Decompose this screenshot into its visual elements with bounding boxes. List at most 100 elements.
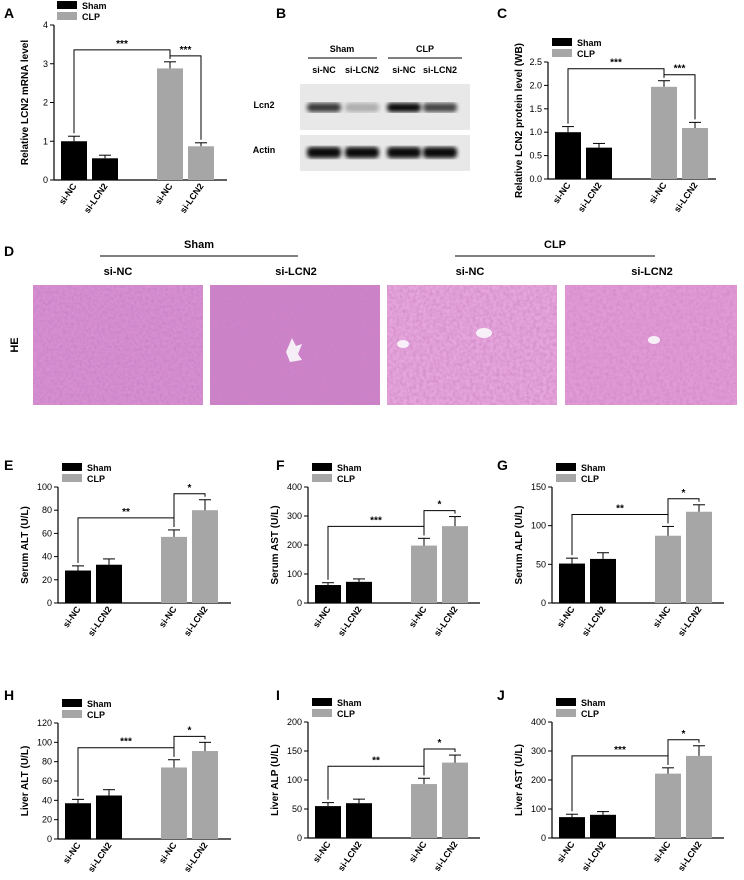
bar (192, 510, 218, 603)
y-tick-label: 0 (297, 598, 302, 608)
y-axis-label: Serum ALT (U/L) (20, 506, 31, 584)
significance-bracket (327, 765, 425, 800)
x-tick-label: si-NC (157, 604, 179, 629)
bar (61, 141, 87, 180)
blot-band (423, 147, 457, 158)
significance-label: *** (610, 58, 622, 69)
y-tick-label: 50 (292, 804, 302, 814)
y-tick-label: 0 (541, 833, 546, 843)
y-tick-label: 0 (47, 598, 52, 608)
x-tick-label: si-NC (407, 604, 429, 629)
y-tick-label: 0 (297, 833, 302, 843)
panel-label-b: B (276, 5, 286, 21)
panel-label: A (4, 5, 14, 21)
panel-d: D Sham CLP si-NC si-LCN2 si-NC si-LCN2 H… (4, 239, 737, 405)
y-tick-label: 100 (531, 521, 546, 531)
x-tick-label: si-LCN2 (432, 604, 460, 638)
blot-lane-label: si-LCN2 (345, 65, 379, 75)
y-axis-label: Serum ALP (U/L) (514, 506, 525, 585)
bar (590, 558, 616, 603)
significance-label: ** (122, 507, 130, 518)
y-tick-label: 0.5 (529, 151, 542, 161)
bar (96, 795, 122, 839)
y-tick-label: 60 (42, 528, 52, 538)
significance-bracket (663, 74, 696, 120)
y-tick-label: 100 (37, 737, 52, 747)
x-tick-label: si-NC (647, 180, 669, 205)
legend-label-sham: Sham (82, 1, 107, 11)
legend-swatch-clp (556, 474, 576, 482)
y-tick-label: 150 (531, 482, 546, 492)
y-tick-label: 0 (47, 834, 52, 844)
he-image-clp-si-nc (387, 285, 557, 405)
x-tick-label: si-LCN2 (432, 839, 460, 873)
blot-band (307, 103, 341, 112)
x-tick-label: si-LCN2 (580, 604, 608, 638)
legend-label-clp: CLP (581, 709, 599, 719)
significance-label: *** (674, 64, 686, 75)
blot-group-label: CLP (416, 44, 434, 54)
he-column-label: si-NC (104, 266, 133, 278)
y-tick-label: 2.5 (529, 57, 542, 67)
legend-label-sham: Sham (577, 38, 602, 48)
legend-label-clp: CLP (337, 709, 355, 719)
bar (192, 751, 218, 839)
bar (96, 564, 122, 603)
legend-label-sham: Sham (581, 698, 606, 708)
legend-swatch-clp (556, 709, 576, 717)
significance-bracket (571, 513, 669, 556)
y-axis-label: Relative LCN2 protein level (WB) (514, 43, 525, 198)
legend-label-clp: CLP (87, 710, 105, 720)
bar (92, 158, 118, 180)
legend-swatch-sham (556, 463, 576, 471)
significance-label: *** (370, 515, 382, 526)
x-tick-label: si-NC (153, 181, 175, 206)
he-column-label: si-NC (456, 266, 485, 278)
y-tick-label: 1.5 (529, 104, 542, 114)
significance-bracket (169, 55, 202, 140)
bar (586, 147, 612, 179)
significance-label: *** (180, 45, 192, 56)
x-tick-label: si-LCN2 (86, 840, 114, 874)
legend-swatch-clp (312, 474, 332, 482)
x-tick-label: si-LCN2 (336, 839, 364, 873)
he-group-label: CLP (544, 239, 566, 251)
significance-label: ** (372, 755, 380, 766)
he-image-sham-si-nc (33, 285, 203, 405)
panel-label: H (4, 687, 14, 703)
legend-label-sham: Sham (337, 698, 362, 708)
significance-bracket (567, 68, 665, 124)
y-tick-label: 80 (42, 505, 52, 515)
panel-c: C 0.0 0.5 1.0 1.5 2.0 2.5 Relative LCN2 protein… (497, 5, 716, 214)
bar (315, 585, 341, 603)
panel-label-d: D (4, 243, 14, 259)
legend-swatch-sham (312, 698, 332, 706)
x-tick-label: si-LCN2 (182, 604, 210, 638)
bar (65, 570, 91, 603)
significance-label: *** (614, 745, 626, 756)
x-tick-label: si-NC (57, 181, 79, 206)
bar (590, 814, 616, 838)
bar (65, 803, 91, 839)
y-tick-label: 300 (531, 746, 546, 756)
y-tick-label: 200 (287, 717, 302, 727)
blot-band (307, 147, 341, 158)
bar (655, 773, 681, 838)
legend-swatch-clp (62, 710, 82, 718)
blot-band (387, 147, 421, 158)
legend-swatch-clp (552, 49, 572, 57)
legend-swatch-clp (62, 474, 82, 482)
y-tick-label: 50 (536, 559, 546, 569)
y-tick-label: 20 (42, 815, 52, 825)
legend-swatch-clp (312, 709, 332, 717)
y-tick-label: 1 (43, 136, 48, 146)
x-tick-label: si-NC (555, 839, 577, 864)
legend-swatch-clp (57, 12, 77, 20)
